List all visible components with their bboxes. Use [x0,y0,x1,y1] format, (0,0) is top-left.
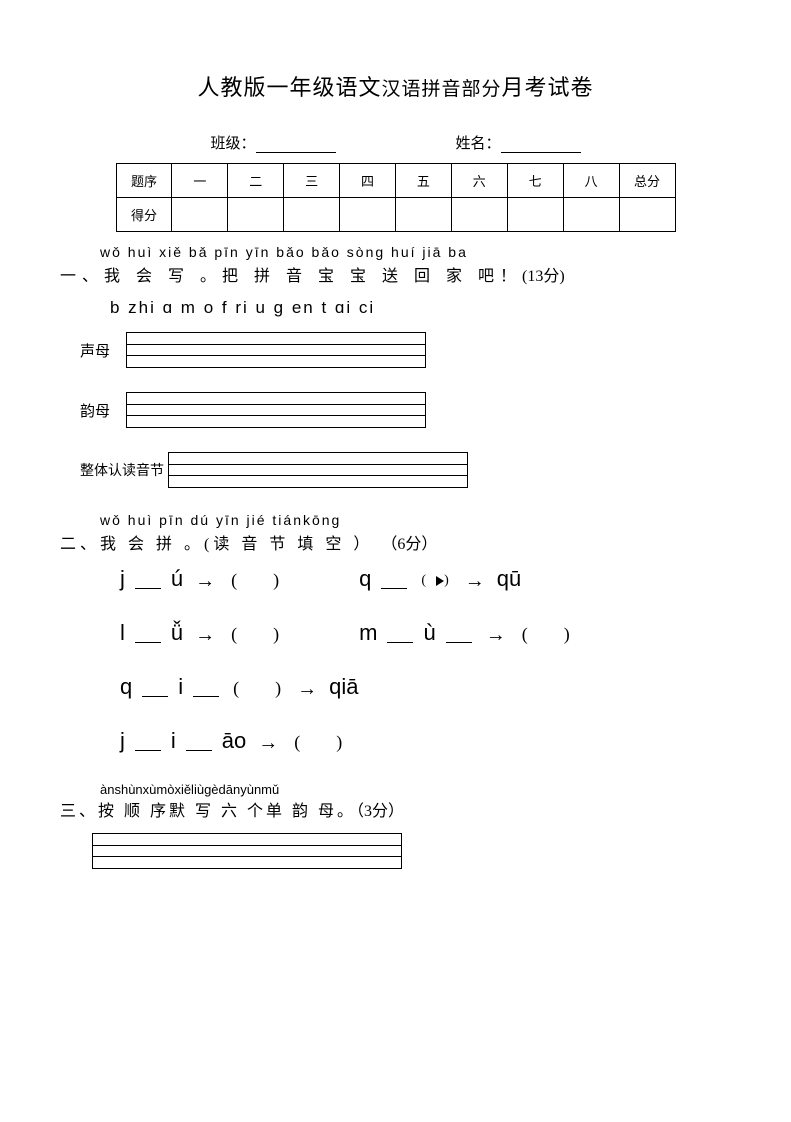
class-field: 班级： [210,132,335,153]
score-table: 题序 一 二 三 四 五 六 七 八 总分 得分 [116,163,676,232]
q2-row4: j i āo → ( ) [120,728,731,754]
q2r2a: l [120,620,125,646]
class-blank[interactable] [256,152,336,153]
q2r1a: j [120,566,125,592]
paren[interactable]: ( ) [231,620,279,646]
q1-pinyin-text: wǒ huì xiě bǎ pīn yīn bǎo bǎo sòng huí j… [100,244,468,260]
triangle-icon [436,576,444,586]
blank[interactable] [135,569,161,589]
cell-h6: 六 [451,164,507,198]
q3-heading: 三、按 顺 序默 写 六 个单 韵 母。（3分） [60,797,731,821]
q2r2d: ù [423,620,435,646]
cell-h9: 总分 [619,164,675,198]
cell-v8[interactable] [563,198,619,232]
q2-score: （6分） [381,536,437,553]
arrow-icon: → [258,732,278,755]
cell-h1: 一 [172,164,228,198]
score-header-row: 题序 一 二 三 四 五 六 七 八 总分 [116,164,675,198]
q2-pinyin-text: wǒ huì pīn dú yīn jié tiánkōng [100,512,341,528]
class-label: 班级： [210,136,255,152]
info-row: 班级： 姓名： [60,132,731,153]
cell-v2[interactable] [228,198,284,232]
q3-box[interactable] [92,833,402,869]
q2r4b: i [171,728,176,754]
q1-list: b zhi ɑ m o f ri u ɡ en t ɑi ci [110,298,731,318]
name-field: 姓名： [456,132,581,153]
q2r4a: j [120,728,125,754]
q3-pinyin: ànshùnxùmòxiěliùgèdānyùnmǔ [100,782,731,797]
q1-row3: 整体认读音节 [80,452,731,488]
cell-h7: 七 [507,164,563,198]
q2r4c: āo [222,728,246,754]
q1-score: (13分) [522,268,565,285]
q2r1d: qū [497,566,521,592]
q1-box3[interactable] [168,452,468,488]
q1-heading-text: 一、我 会 写 。把 拼 音 宝 宝 送 回 家 吧！ [60,268,522,285]
cell-v1[interactable] [172,198,228,232]
name-blank[interactable] [501,152,581,153]
q1-label3: 整体认读音节 [80,460,164,480]
q1-box2[interactable] [126,392,426,428]
cell-v9[interactable] [619,198,675,232]
cell-h2: 二 [228,164,284,198]
q2-pinyin: wǒ huì pīn dú yīn jié tiánkōng [100,512,731,530]
arrow-icon: → [297,678,317,701]
q1-row1: 声母 [80,332,731,368]
q2-row3: q i ( ) → qiā [120,674,731,700]
blank[interactable] [381,569,407,589]
q2-heading-text: 二、我 会 拼 。(读 音 节 填 空 ） [60,536,373,553]
q2-row1: j ú → ( ) q ( ) → qū [120,566,731,592]
q1-label2: 韵母 [80,400,110,421]
q3-heading-text: 三、按 顺 序默 写 六 个单 韵 母。 [60,803,356,820]
title-main: 人教版一年级语文 [197,75,381,100]
blank[interactable] [387,623,413,643]
blank[interactable] [446,623,472,643]
page-title: 人教版一年级语文汉语拼音部分月考试卷 [60,70,731,102]
title-suffix: 月考试卷 [502,75,594,100]
score-value-row: 得分 [116,198,675,232]
q3-score: （3分） [356,803,404,820]
cell-v3[interactable] [284,198,340,232]
paren[interactable]: ( ) [522,620,570,646]
q2r2b: ǚ [171,620,183,646]
q2r1b: ú [171,566,183,592]
blank[interactable] [142,677,168,697]
q1-row2: 韵母 [80,392,731,428]
paren[interactable]: ( ) [421,569,448,589]
cell-h8: 八 [563,164,619,198]
cell-v4[interactable] [340,198,396,232]
q1-heading: 一、我 会 写 。把 拼 音 宝 宝 送 回 家 吧！(13分) [60,262,731,286]
cell-h3: 三 [284,164,340,198]
cell-h5: 五 [395,164,451,198]
q2-heading: 二、我 会 拼 。(读 音 节 填 空 ） （6分） [60,530,731,554]
arrow-icon: → [465,570,485,593]
arrow-icon: → [195,570,215,593]
cell-v5[interactable] [395,198,451,232]
q2r3b: i [178,674,183,700]
paren[interactable]: ( ) [231,566,279,592]
arrow-icon: → [486,624,506,647]
blank[interactable] [193,677,219,697]
q2r2c: m [359,620,377,646]
cell-v7[interactable] [507,198,563,232]
q1-pinyin: wǒ huì xiě bǎ pīn yīn bǎo bǎo sòng huí j… [100,244,731,262]
paren[interactable]: ( ) [294,728,342,754]
q2-row2: l ǚ → ( ) m ù → ( ) [120,620,731,646]
blank[interactable] [135,623,161,643]
paren[interactable]: ( ) [233,674,281,700]
cell-h0: 题序 [116,164,172,198]
blank[interactable] [135,731,161,751]
q2r3a: q [120,674,132,700]
q1-box1[interactable] [126,332,426,368]
cell-h4: 四 [340,164,396,198]
cell-v0: 得分 [116,198,172,232]
title-sub: 汉语拼音部分 [381,79,501,100]
cell-v6[interactable] [451,198,507,232]
blank[interactable] [186,731,212,751]
arrow-icon: → [195,624,215,647]
q2r3c: qiā [329,674,358,700]
name-label: 姓名： [456,136,501,152]
q2r1c: q [359,566,371,592]
q1-label1: 声母 [80,340,110,361]
